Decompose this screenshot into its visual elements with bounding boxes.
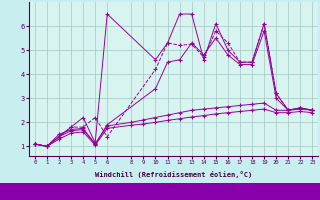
X-axis label: Windchill (Refroidissement éolien,°C): Windchill (Refroidissement éolien,°C) [95, 171, 252, 178]
